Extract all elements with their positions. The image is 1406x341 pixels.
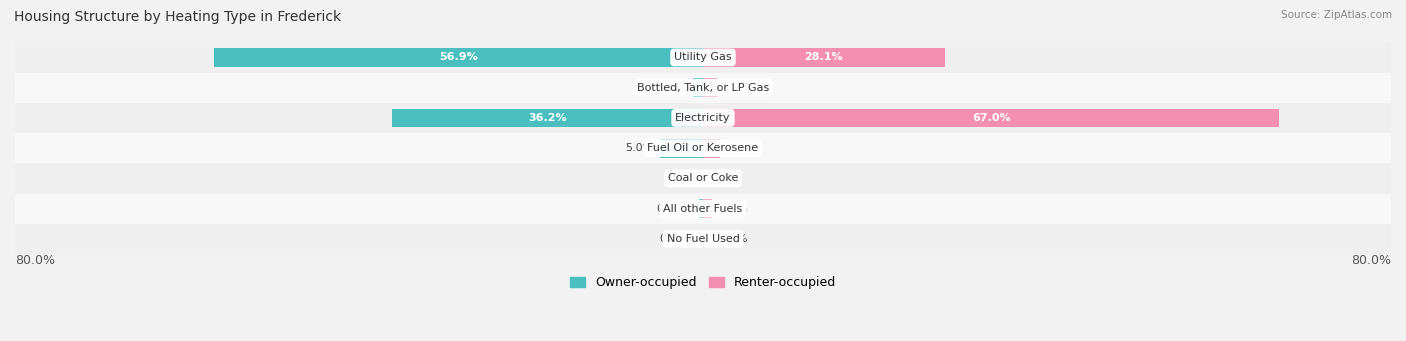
Text: 1.6%: 1.6% bbox=[724, 83, 752, 93]
Bar bbox=[214, 48, 703, 67]
Bar bbox=[15, 73, 1391, 103]
Text: 5.0%: 5.0% bbox=[624, 143, 654, 153]
Text: 1.2%: 1.2% bbox=[658, 83, 686, 93]
Bar bbox=[699, 199, 703, 218]
Text: 2.0%: 2.0% bbox=[727, 143, 755, 153]
Bar bbox=[703, 78, 717, 97]
Text: 28.1%: 28.1% bbox=[804, 53, 844, 62]
Bar bbox=[703, 199, 713, 218]
Text: Fuel Oil or Kerosene: Fuel Oil or Kerosene bbox=[647, 143, 759, 153]
Bar bbox=[15, 194, 1391, 224]
Bar bbox=[392, 108, 703, 127]
Text: No Fuel Used: No Fuel Used bbox=[666, 234, 740, 244]
Text: Electricity: Electricity bbox=[675, 113, 731, 123]
Text: 80.0%: 80.0% bbox=[15, 254, 55, 267]
Text: 0.14%: 0.14% bbox=[659, 234, 695, 244]
Bar bbox=[15, 224, 1391, 254]
Text: Source: ZipAtlas.com: Source: ZipAtlas.com bbox=[1281, 10, 1392, 20]
Text: All other Fuels: All other Fuels bbox=[664, 204, 742, 214]
Bar bbox=[703, 139, 720, 158]
Legend: Owner-occupied, Renter-occupied: Owner-occupied, Renter-occupied bbox=[565, 271, 841, 294]
Text: 0.48%: 0.48% bbox=[657, 204, 692, 214]
Text: 0.0%: 0.0% bbox=[668, 174, 696, 183]
Bar bbox=[15, 42, 1391, 73]
Bar bbox=[703, 108, 1279, 127]
Text: Bottled, Tank, or LP Gas: Bottled, Tank, or LP Gas bbox=[637, 83, 769, 93]
Bar bbox=[15, 133, 1391, 163]
Bar bbox=[703, 229, 704, 248]
Text: Utility Gas: Utility Gas bbox=[675, 53, 731, 62]
Text: 56.9%: 56.9% bbox=[439, 53, 478, 62]
Text: 67.0%: 67.0% bbox=[972, 113, 1011, 123]
Bar bbox=[693, 78, 703, 97]
Bar bbox=[703, 48, 945, 67]
Bar bbox=[15, 103, 1391, 133]
Bar bbox=[659, 139, 703, 158]
Text: 0.22%: 0.22% bbox=[711, 234, 747, 244]
Text: Housing Structure by Heating Type in Frederick: Housing Structure by Heating Type in Fre… bbox=[14, 10, 342, 24]
Text: Coal or Coke: Coal or Coke bbox=[668, 174, 738, 183]
Text: 36.2%: 36.2% bbox=[529, 113, 567, 123]
Text: 80.0%: 80.0% bbox=[1351, 254, 1391, 267]
Bar bbox=[15, 163, 1391, 194]
Text: 1.1%: 1.1% bbox=[720, 204, 748, 214]
Text: 0.0%: 0.0% bbox=[710, 174, 738, 183]
